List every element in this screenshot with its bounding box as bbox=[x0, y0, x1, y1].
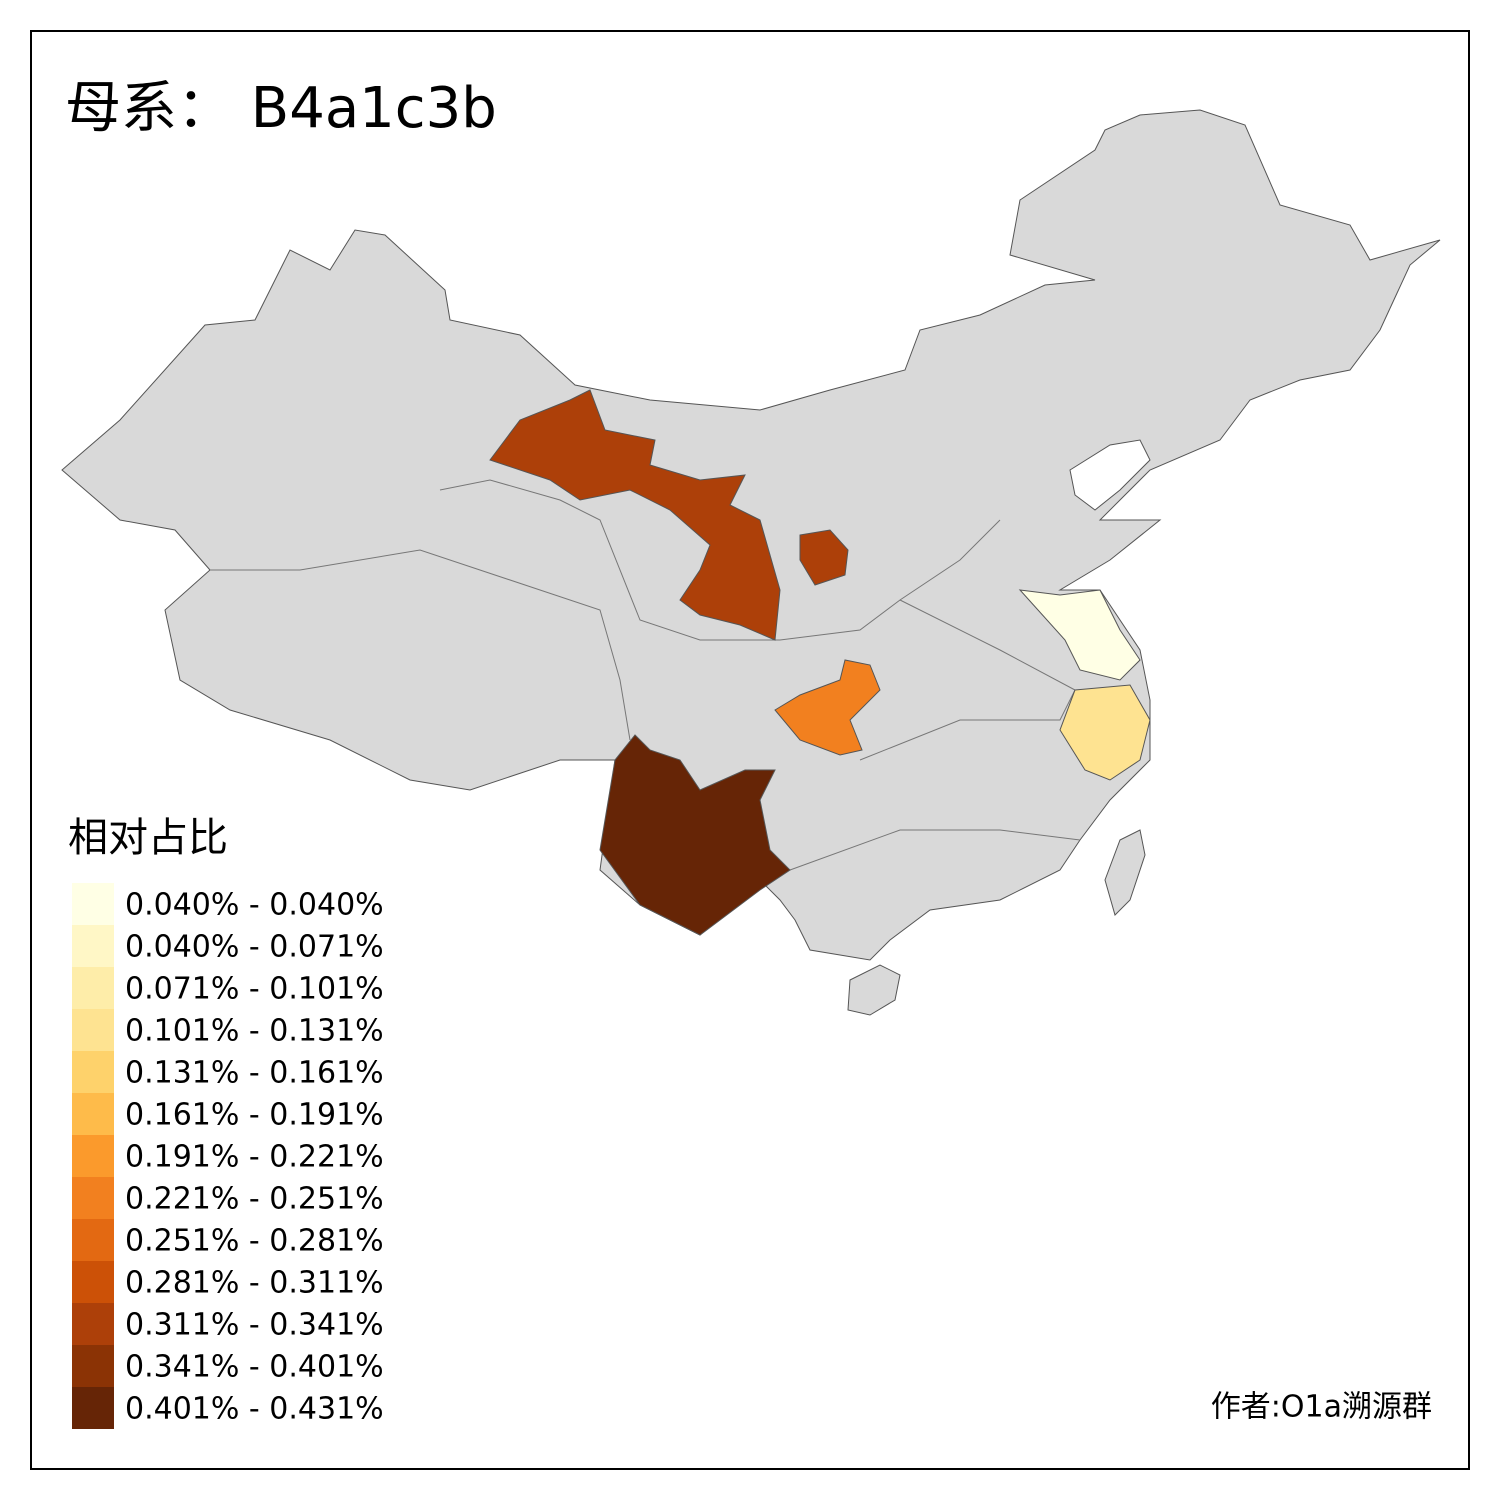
province-borders bbox=[439, 479, 1001, 641]
province-borders bbox=[210, 549, 631, 741]
legend-label: 0.341% - 0.401% bbox=[125, 1350, 384, 1385]
legend-swatch bbox=[72, 1345, 114, 1387]
credit: 作者:O1a溯源群 bbox=[1211, 1390, 1432, 1425]
legend-swatch bbox=[72, 1177, 114, 1219]
legend-swatch bbox=[72, 1135, 114, 1177]
legend-swatch bbox=[72, 967, 114, 1009]
gansu-east bbox=[799, 529, 849, 586]
legend-label: 0.040% - 0.040% bbox=[125, 888, 384, 923]
legend-label: 0.071% - 0.101% bbox=[125, 972, 384, 1007]
legend-label: 0.131% - 0.161% bbox=[125, 1056, 384, 1091]
chongqing bbox=[774, 659, 881, 756]
jiangsu bbox=[1018, 589, 1141, 681]
legend-swatch bbox=[72, 1093, 114, 1135]
legend: 0.040% - 0.040% 0.040% - 0.071% 0.071% - 0… bbox=[72, 883, 384, 1429]
legend-label: 0.221% - 0.251% bbox=[125, 1182, 384, 1217]
legend-label: 0.401% - 0.431% bbox=[125, 1392, 384, 1427]
legend-label: 0.281% - 0.311% bbox=[125, 1266, 384, 1301]
legend-title: 相对占比 bbox=[68, 815, 228, 861]
yunnan bbox=[599, 734, 791, 936]
legend-swatch bbox=[72, 883, 114, 925]
legend-swatch bbox=[72, 1009, 114, 1051]
zhejiang bbox=[1059, 684, 1151, 781]
bohai-sea bbox=[1069, 439, 1151, 511]
province-borders bbox=[859, 599, 1076, 761]
legend-swatch bbox=[72, 1051, 114, 1093]
legend-label: 0.040% - 0.071% bbox=[125, 930, 384, 965]
legend-label: 0.251% - 0.281% bbox=[125, 1224, 384, 1259]
map bbox=[61, 109, 1441, 1016]
gansu bbox=[489, 389, 781, 641]
legend-swatch bbox=[72, 1261, 114, 1303]
legend-label: 0.101% - 0.131% bbox=[125, 1014, 384, 1049]
legend-label: 0.311% - 0.341% bbox=[125, 1308, 384, 1343]
hainan bbox=[847, 964, 901, 1016]
province-borders bbox=[789, 829, 1081, 871]
taiwan bbox=[1104, 829, 1146, 916]
legend-swatch bbox=[72, 925, 114, 967]
legend-swatch bbox=[72, 1387, 114, 1429]
map-title: 母系： B4a1c3b bbox=[65, 76, 497, 141]
legend-label: 0.191% - 0.221% bbox=[125, 1140, 384, 1175]
legend-swatch bbox=[72, 1303, 114, 1345]
legend-label: 0.161% - 0.191% bbox=[125, 1098, 384, 1133]
legend-swatch bbox=[72, 1219, 114, 1261]
